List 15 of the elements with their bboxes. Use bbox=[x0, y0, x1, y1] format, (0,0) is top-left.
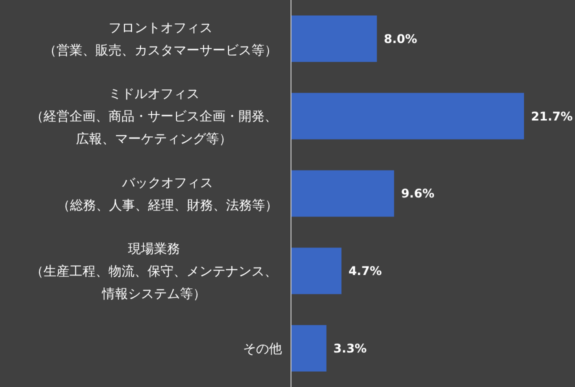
bar bbox=[291, 170, 394, 217]
bar bbox=[291, 92, 524, 140]
y-tick-label: その他 bbox=[243, 340, 282, 356]
y-tick-label: バックオフィス（総務、人事、経理、財務、法務等） bbox=[56, 174, 278, 212]
data-label: 4.7% bbox=[348, 264, 382, 278]
data-label: 8.0% bbox=[384, 32, 418, 46]
bar bbox=[291, 248, 342, 294]
bar bbox=[291, 325, 326, 372]
bar bbox=[291, 15, 377, 62]
y-tick-label: ミドルオフィス（経営企画、商品・サービス企画・開発、広報、マーケティング等） bbox=[30, 86, 278, 146]
y-tick-label: フロントオフィス（営業、販売、カスタマーサービス等） bbox=[44, 20, 278, 58]
data-label: 21.7% bbox=[531, 109, 573, 124]
data-label: 3.3% bbox=[333, 342, 367, 356]
y-tick-label: 現場業務（生産工程、物流、保守、メンテナンス、情報システム等） bbox=[30, 240, 278, 301]
data-label: 9.6% bbox=[401, 186, 434, 201]
